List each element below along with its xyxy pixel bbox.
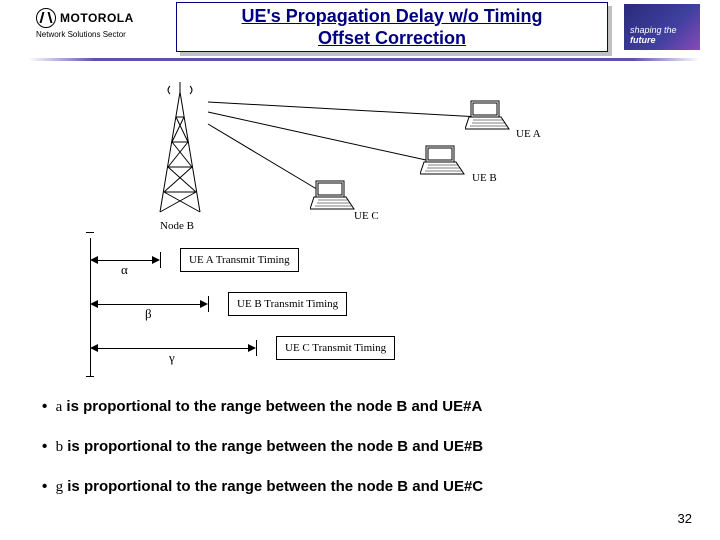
- dimension-end-tick: [160, 252, 161, 268]
- dimension-arrow-left: [90, 344, 98, 352]
- dimension-line: [92, 348, 254, 349]
- beta-symbol: b: [56, 439, 64, 455]
- slide-title: UE's Propagation Delay w/o Timing Offset…: [242, 5, 543, 50]
- title-line-1: UE's Propagation Delay w/o Timing: [242, 6, 543, 26]
- dimension-arrow-left: [90, 256, 98, 264]
- bullet-beta-text: is proportional to the range between the…: [63, 438, 483, 455]
- gamma-symbol: g: [56, 479, 64, 495]
- timing-row: γ UE C Transmit Timing: [90, 330, 590, 366]
- dimension-arrow-right: [152, 256, 160, 264]
- dimension-symbol: α: [121, 262, 128, 278]
- dimension-symbol: γ: [169, 350, 175, 366]
- motorola-wordmark: MOTOROLA: [60, 11, 134, 25]
- laptop-icon: [310, 177, 356, 213]
- laptop-icon: [465, 97, 511, 133]
- slide-header: MOTOROLA Network Solutions Sector UE's P…: [0, 0, 720, 56]
- dimension-line: [92, 304, 206, 305]
- dimension-arrow-right: [248, 344, 256, 352]
- timing-ref-tick-top: [86, 232, 94, 233]
- sector-label: Network Solutions Sector: [36, 30, 126, 39]
- page-number: 32: [678, 511, 692, 526]
- title-line-2: Offset Correction: [318, 28, 466, 48]
- title-box: UE's Propagation Delay w/o Timing Offset…: [176, 2, 608, 52]
- bullet-beta: • b is proportional to the range between…: [42, 438, 680, 456]
- transmit-timing-box: UE C Transmit Timing: [276, 336, 395, 360]
- bullet-alpha-text: is proportional to the range between the…: [62, 398, 482, 415]
- dimension-end-tick: [256, 340, 257, 356]
- title-front: UE's Propagation Delay w/o Timing Offset…: [176, 2, 608, 52]
- timing-diagram: α UE A Transmit Timing β UE B Transmit Timi…: [90, 232, 590, 382]
- transmit-timing-box: UE B Transmit Timing: [228, 292, 347, 316]
- motorola-icon: [36, 8, 56, 28]
- dimension-arrow-right: [200, 300, 208, 308]
- timing-ref-tick-bottom: [86, 376, 94, 377]
- laptop-icon: [420, 142, 466, 178]
- propagation-diagram: Node B UE AUE BUE C: [90, 72, 590, 232]
- bullet-list: • a is proportional to the range between…: [42, 398, 680, 518]
- dimension-end-tick: [208, 296, 209, 312]
- header-divider: [28, 58, 700, 61]
- transmit-timing-box: UE A Transmit Timing: [180, 248, 299, 272]
- dimension-line: [92, 260, 158, 261]
- ue-label: UE C: [354, 210, 379, 222]
- dimension-symbol: β: [145, 306, 152, 322]
- dimension-arrow-left: [90, 300, 98, 308]
- timing-row: α UE A Transmit Timing: [90, 242, 590, 278]
- motorola-logo: MOTOROLA: [36, 8, 134, 28]
- timing-row: β UE B Transmit Timing: [90, 286, 590, 322]
- ue-label: UE B: [472, 172, 497, 184]
- bullet-alpha: • a is proportional to the range between…: [42, 398, 680, 416]
- bullet-gamma: • g is proportional to the range between…: [42, 478, 680, 496]
- shaping-future-logo: shaping the future: [624, 4, 700, 50]
- ue-label: UE A: [516, 128, 541, 140]
- logo-right-line2: future: [630, 36, 694, 46]
- bullet-gamma-text: is proportional to the range between the…: [63, 478, 483, 495]
